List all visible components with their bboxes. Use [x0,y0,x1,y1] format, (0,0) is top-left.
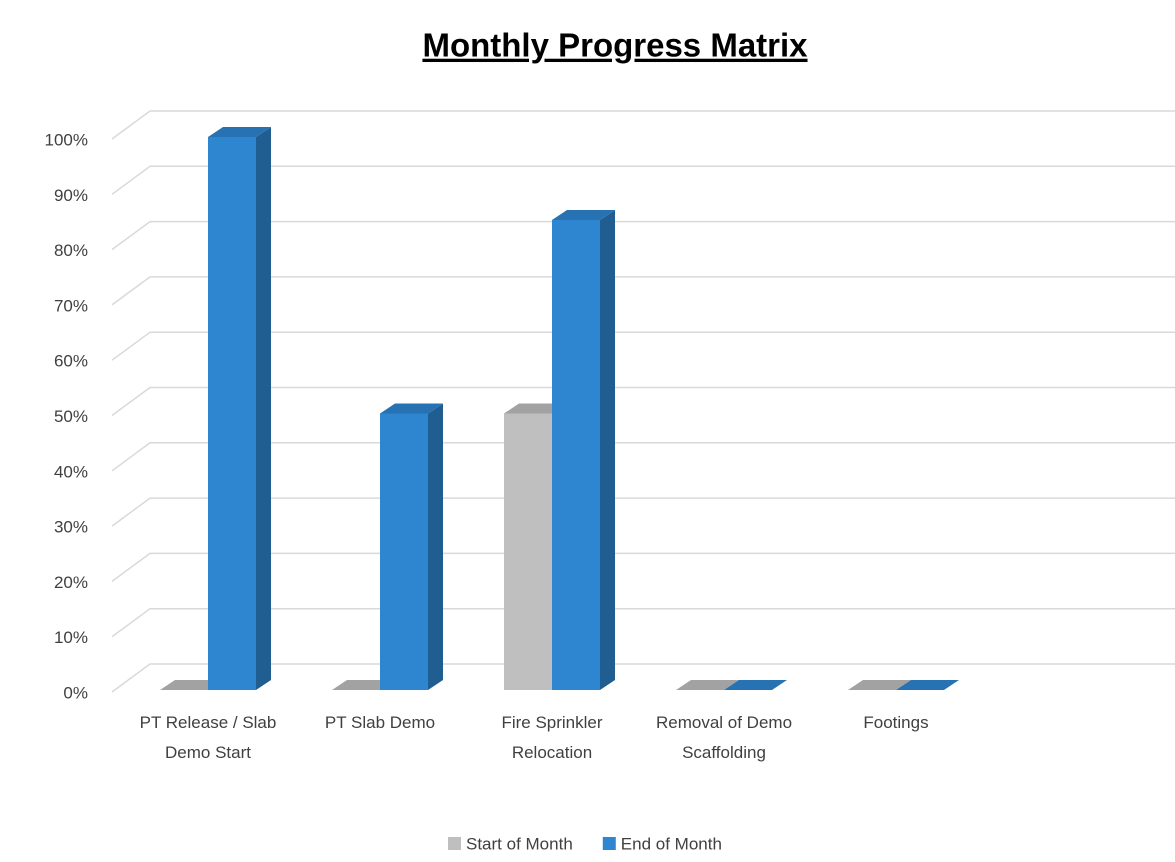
y-tick-label: 90% [54,186,88,205]
legend-label: Start of Month [466,834,573,853]
grid-line [111,331,1175,361]
chart-title: Monthly Progress Matrix [422,27,808,64]
grid-line [111,663,1175,693]
y-tick-label: 70% [54,296,88,315]
x-tick-label-box: Removal of Demo Scaffolding [655,713,793,762]
x-tick-label: PT Release / Slab Demo Start [139,713,277,762]
grid-line [111,110,1175,140]
y-tick-label: 10% [54,628,88,647]
bar [552,219,600,690]
x-tick-label: Fire Sprinkler Relocation [501,713,603,762]
bar-top [676,680,739,690]
grid-line [111,552,1175,583]
bar-top [896,680,959,690]
grid-line [111,607,1175,638]
bar-top [380,403,443,414]
bar-top [208,127,271,137]
bar [504,413,552,690]
y-tick-label: 50% [54,407,88,426]
x-tick-label: Removal of Demo Scaffolding [655,713,793,762]
x-tick-label: Footings [863,713,929,732]
bar [380,413,428,690]
y-tick-label: 20% [54,573,88,592]
grid-line [111,442,1175,472]
legend-label: End of Month [621,834,722,853]
bar-top [160,680,223,690]
bar-top [332,680,395,690]
x-tick-label-box: Footings [863,713,929,732]
y-tick-label: 80% [54,241,88,260]
x-tick-label-box: Fire Sprinkler Relocation [501,713,603,762]
y-tick-label: 0% [63,683,88,702]
y-tick-label: 60% [54,352,88,371]
legend-swatch [602,837,616,850]
bar-top [724,680,787,690]
bar-top [504,403,567,414]
grid-line [111,220,1175,251]
x-tick-label: PT Slab Demo [324,713,436,732]
bar-side [600,209,615,690]
bar-top [552,209,615,220]
x-tick-label-box: PT Release / Slab Demo Start [139,713,277,762]
grid-line [111,276,1175,306]
bar [208,137,256,690]
bar-side [256,127,271,690]
grid-line [111,497,1175,527]
bar-side [428,403,443,690]
y-tick-label: 40% [54,462,88,481]
bar-top [848,680,911,690]
legend-swatch [448,837,461,850]
y-tick-label: 30% [54,518,88,537]
x-tick-label-box: PT Slab Demo [324,713,436,732]
y-tick-label: 100% [45,130,88,149]
grid-line [111,165,1175,195]
grid-line [111,386,1175,417]
